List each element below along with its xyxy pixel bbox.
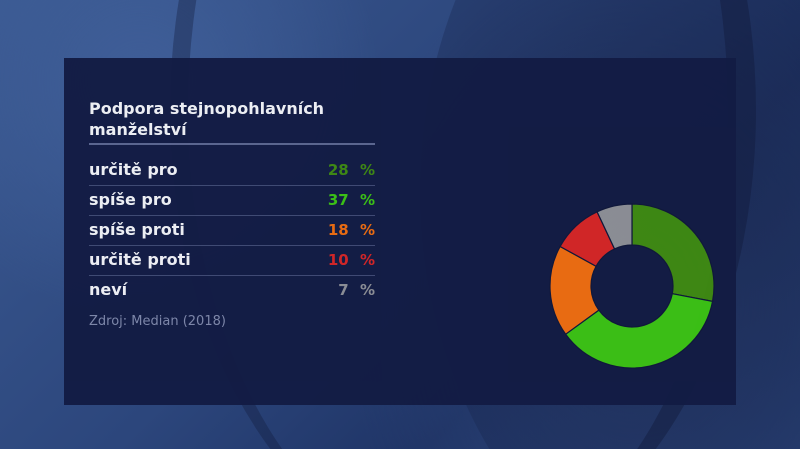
legend-value: 18 % [327, 221, 375, 239]
legend-label: neví [89, 280, 128, 299]
legend-row-urcite-pro: určitě pro 28 % [89, 156, 375, 186]
legend-label: určitě proti [89, 250, 191, 269]
legend-row-nevi: neví 7 % [89, 276, 375, 306]
segment-spise-pro [564, 292, 714, 369]
legend-table: určitě pro 28 % spíše pro 37 % spíše pro… [89, 156, 375, 306]
legend-label: určitě pro [89, 160, 178, 179]
title-divider [89, 143, 375, 145]
legend-value: 28 % [327, 161, 375, 179]
donut-chart [549, 203, 715, 369]
segment-urcite-pro [631, 203, 715, 303]
legend-value: 37 % [327, 191, 375, 209]
legend-label: spíše proti [89, 220, 185, 239]
legend-label: spíše pro [89, 190, 172, 209]
legend-row-spise-proti: spíše proti 18 % [89, 216, 375, 246]
chart-panel: Podpora stejnopohlavních manželství urči… [64, 58, 736, 405]
segment-nevi [596, 203, 633, 250]
legend-value: 10 % [327, 251, 375, 269]
source-note: Zdroj: Median (2018) [89, 314, 226, 329]
legend-row-urcite-proti: určitě proti 10 % [89, 246, 375, 276]
chart-title: Podpora stejnopohlavních manželství [89, 99, 325, 139]
legend-row-spise-pro: spíše pro 37 % [89, 186, 375, 216]
legend-value: 7 % [338, 281, 375, 299]
